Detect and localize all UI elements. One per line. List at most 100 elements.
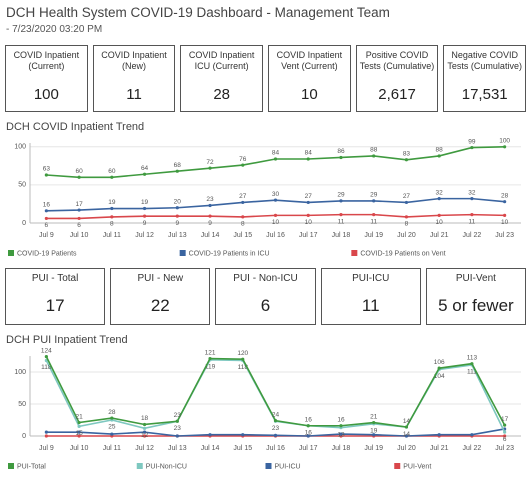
kpi-card: COVID Inpatient ICU (Current) 28 <box>180 45 264 112</box>
data-label: 21 <box>75 413 83 420</box>
point <box>372 420 376 425</box>
legend-label: COVID-19 Patients on Vent <box>360 250 445 257</box>
data-label: 16 <box>43 202 51 209</box>
kpi-label: PUI - New <box>137 273 184 284</box>
data-label: 32 <box>436 189 444 196</box>
kpi-card: Negative COVID Tests (Cumulative) 17,531 <box>443 45 527 112</box>
x-tick-label: Jul 23 <box>495 232 514 239</box>
data-label: 99 <box>468 138 476 145</box>
point <box>44 209 48 213</box>
kpi-value: 5 or fewer <box>438 296 514 315</box>
x-tick-label: Jul 18 <box>332 445 351 452</box>
kpi-label: PUI - Total <box>31 273 79 284</box>
point <box>175 434 179 438</box>
kpi-label: COVID Inpatient Vent (Current) <box>276 50 343 71</box>
data-label: 113 <box>467 354 478 361</box>
point <box>503 200 507 204</box>
point <box>339 199 343 203</box>
point <box>273 433 278 437</box>
data-label: 60 <box>75 168 83 175</box>
legend-swatch <box>8 250 14 256</box>
kpi-card: Positive COVID Tests (Cumulative) 2,617 <box>355 45 439 112</box>
y-tick-label: 100 <box>14 144 26 151</box>
point <box>306 200 310 205</box>
data-label: 23 <box>206 196 214 203</box>
point <box>339 432 343 436</box>
data-label: 76 <box>239 156 247 163</box>
y-tick-label: 50 <box>18 182 26 189</box>
x-tick-label: Jul 9 <box>39 445 54 452</box>
point <box>110 215 114 219</box>
point <box>241 200 245 205</box>
x-tick-label: Jul 20 <box>397 232 416 239</box>
point <box>142 430 147 434</box>
point <box>470 213 474 217</box>
data-label: 18 <box>141 415 149 422</box>
kpi-card: COVID Inpatient (New) 11 <box>92 45 176 112</box>
point <box>306 157 310 161</box>
data-label: 88 <box>436 147 444 154</box>
point <box>208 203 212 208</box>
point <box>437 433 441 437</box>
point <box>404 215 409 219</box>
point <box>44 355 48 359</box>
x-tick-label: Jul 23 <box>495 445 514 452</box>
data-label: 19 <box>370 428 378 435</box>
data-label: 14 <box>403 418 411 425</box>
x-tick-label: Jul 13 <box>168 445 187 452</box>
point <box>110 206 114 211</box>
data-label: 124 <box>41 348 52 354</box>
point <box>437 213 441 217</box>
x-tick-label: Jul 11 <box>103 445 121 452</box>
data-label: 86 <box>337 148 345 155</box>
legend-swatch <box>8 463 14 469</box>
y-tick-label: 0 <box>22 433 26 440</box>
x-tick-label: Jul 22 <box>463 232 482 239</box>
kpi-label: PUI-ICU <box>352 273 390 284</box>
x-tick-label: Jul 16 <box>266 445 285 452</box>
point <box>142 214 147 218</box>
data-label: 23 <box>272 425 280 432</box>
point <box>339 213 343 217</box>
x-tick-label: Jul 20 <box>397 445 416 452</box>
point <box>339 155 343 160</box>
point <box>208 214 212 218</box>
data-label: 88 <box>370 147 378 154</box>
point <box>77 216 81 221</box>
y-tick-label: 100 <box>14 369 26 376</box>
chart-title: DCH COVID Inpatient Trend <box>6 121 145 133</box>
data-label: 6 <box>77 222 81 229</box>
point <box>44 216 48 221</box>
legend-label: PUI-Vent <box>403 463 431 470</box>
data-label: 21 <box>370 413 378 420</box>
dashboard-title: DCH Health System COVID-19 Dashboard - M… <box>6 5 390 20</box>
y-tick-label: 0 <box>22 220 26 227</box>
x-tick-label: Jul 11 <box>103 232 121 239</box>
data-label: 10 <box>305 219 313 226</box>
point <box>142 426 147 430</box>
point <box>470 362 474 366</box>
point <box>404 158 409 162</box>
x-tick-label: Jul 13 <box>168 232 187 239</box>
point <box>44 434 48 438</box>
point <box>241 215 245 219</box>
data-label: 10 <box>436 219 444 226</box>
data-label: 27 <box>403 193 411 200</box>
data-label: 106 <box>434 359 445 366</box>
x-tick-label: Jul 19 <box>364 445 383 452</box>
data-label: 64 <box>141 165 149 172</box>
data-label: 28 <box>108 409 116 416</box>
point <box>175 419 179 423</box>
data-label: 30 <box>272 191 280 198</box>
point <box>77 175 81 179</box>
data-label: 72 <box>206 159 214 166</box>
kpi-label: Negative COVID Tests (Cumulative) <box>447 50 522 71</box>
kpi-card: PUI-Vent 5 or fewer <box>425 268 527 325</box>
point <box>404 200 409 205</box>
data-label: 25 <box>108 424 116 431</box>
x-tick-label: Jul 9 <box>39 232 54 239</box>
data-label: 14 <box>403 431 411 438</box>
legend-swatch <box>136 463 143 469</box>
kpi-label: COVID Inpatient (Current) <box>13 50 80 71</box>
data-label: 63 <box>43 166 51 173</box>
